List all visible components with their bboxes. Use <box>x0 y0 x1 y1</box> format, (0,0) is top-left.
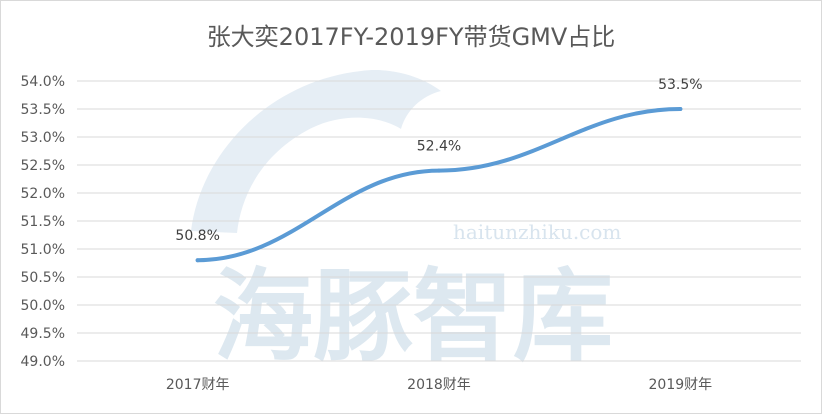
y-tick-label: 51.5% <box>21 214 65 230</box>
y-tick-label: 52.0% <box>21 186 65 202</box>
dolphin-watermark-icon <box>191 70 441 233</box>
y-tick-label: 50.0% <box>21 298 65 314</box>
watermark-domain: haitunzhiku.com <box>453 220 621 244</box>
y-tick-label: 49.5% <box>21 326 65 342</box>
chart-title: 张大奕2017FY-2019FY带货GMV占比 <box>207 23 616 51</box>
data-point <box>678 107 683 111</box>
data-point <box>195 258 200 263</box>
y-tick-label: 54.0% <box>21 74 65 90</box>
data-label: 53.5% <box>658 77 702 93</box>
gridlines <box>77 80 801 362</box>
y-tick-label: 52.5% <box>21 158 65 174</box>
y-tick-label: 50.5% <box>21 270 65 286</box>
watermark: haitunzhiku.com 海豚智库 <box>191 70 621 375</box>
y-tick-label: 53.5% <box>21 102 65 118</box>
y-tick-label: 53.0% <box>21 130 65 146</box>
y-tick-label: 51.0% <box>21 242 65 258</box>
x-tick-label: 2019财年 <box>649 377 713 393</box>
x-tick-label: 2017财年 <box>166 377 230 393</box>
y-tick-label: 49.0% <box>21 354 65 370</box>
data-point <box>437 168 441 173</box>
data-label: 50.8% <box>175 228 219 244</box>
x-axis-ticks: 2017财年 2018财年 2019财年 <box>166 377 712 393</box>
series <box>195 107 683 263</box>
y-axis-ticks: 54.0% 53.5% 53.0% 52.5% 52.0% 51.5% 51.0% 50.5%… <box>21 74 65 370</box>
data-labels: 50.8% 52.4% 53.5% <box>175 77 702 244</box>
data-label: 52.4% <box>417 139 461 155</box>
x-tick-label: 2018财年 <box>407 377 471 393</box>
watermark-text: 海豚智库 <box>213 258 613 375</box>
